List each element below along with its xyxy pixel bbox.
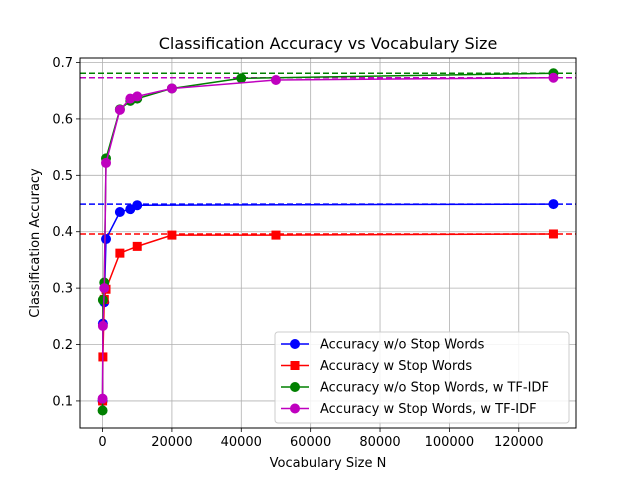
data-point bbox=[97, 405, 108, 416]
data-point bbox=[548, 229, 558, 239]
x-tick-label: 20000 bbox=[151, 435, 192, 450]
y-tick-label: 0.5 bbox=[52, 169, 73, 184]
data-point bbox=[101, 157, 112, 168]
x-tick-label: 100000 bbox=[425, 435, 475, 450]
data-point bbox=[166, 83, 177, 94]
legend-label: Accuracy w Stop Words bbox=[320, 359, 472, 374]
data-point bbox=[115, 248, 125, 258]
legend-item: Accuracy w/o Stop Words, w TF-IDF bbox=[281, 381, 549, 396]
tick-layer: 0 20000 40000 60000 80000 100000 120000 0.1 0.2 0… bbox=[52, 56, 543, 450]
data-point bbox=[167, 230, 177, 240]
legend-item: Accuracy w Stop Words bbox=[281, 359, 472, 374]
legend-marker bbox=[290, 382, 300, 392]
data-point bbox=[97, 294, 108, 305]
data-point bbox=[101, 234, 112, 245]
legend-item: Accuracy w Stop Words, w TF-IDF bbox=[281, 402, 537, 417]
data-point bbox=[548, 199, 559, 210]
grid-layer bbox=[80, 58, 576, 428]
y-tick-label: 0.3 bbox=[52, 282, 73, 297]
legend-marker bbox=[290, 361, 300, 370]
data-point bbox=[236, 73, 247, 84]
legend-marker bbox=[290, 339, 300, 349]
y-axis-label: Classification Accuracy bbox=[28, 168, 43, 318]
y-tick-label: 0.2 bbox=[52, 338, 73, 353]
data-point bbox=[97, 320, 108, 331]
legend: Accuracy w/o Stop Words Accuracy w Stop W… bbox=[274, 331, 570, 424]
data-point bbox=[97, 393, 108, 404]
data-point bbox=[99, 283, 110, 294]
data-point bbox=[271, 230, 281, 240]
legend-item: Accuracy w/o Stop Words bbox=[281, 338, 485, 353]
x-tick-label: 60000 bbox=[290, 435, 331, 450]
x-axis-label: Vocabulary Size N bbox=[270, 456, 387, 471]
x-tick-label: 0 bbox=[98, 435, 106, 450]
y-tick-label: 0.4 bbox=[52, 225, 73, 240]
x-tick-label: 40000 bbox=[221, 435, 262, 450]
legend-label: Accuracy w/o Stop Words bbox=[320, 338, 485, 353]
data-point bbox=[132, 200, 143, 211]
x-tick-label: 120000 bbox=[494, 435, 544, 450]
data-point bbox=[548, 72, 559, 83]
chart-title: Classification Accuracy vs Vocabulary Si… bbox=[159, 34, 498, 53]
x-tick-label: 80000 bbox=[359, 435, 400, 450]
series-layer bbox=[97, 68, 559, 416]
data-point bbox=[132, 91, 143, 102]
data-point bbox=[114, 104, 125, 115]
plot-frame bbox=[79, 57, 577, 429]
data-point bbox=[114, 206, 125, 217]
legend-label: Accuracy w/o Stop Words, w TF-IDF bbox=[320, 381, 549, 396]
y-tick-label: 0.1 bbox=[52, 394, 73, 409]
legend-marker bbox=[290, 403, 300, 414]
series-line bbox=[101, 76, 554, 399]
legend-label: Accuracy w Stop Words, w TF-IDF bbox=[320, 402, 537, 417]
series-4 bbox=[97, 72, 559, 404]
y-tick-label: 0.6 bbox=[52, 112, 73, 127]
y-tick-label: 0.7 bbox=[52, 56, 73, 71]
data-point bbox=[270, 74, 281, 85]
data-point bbox=[132, 241, 142, 251]
legend-box bbox=[274, 331, 570, 424]
